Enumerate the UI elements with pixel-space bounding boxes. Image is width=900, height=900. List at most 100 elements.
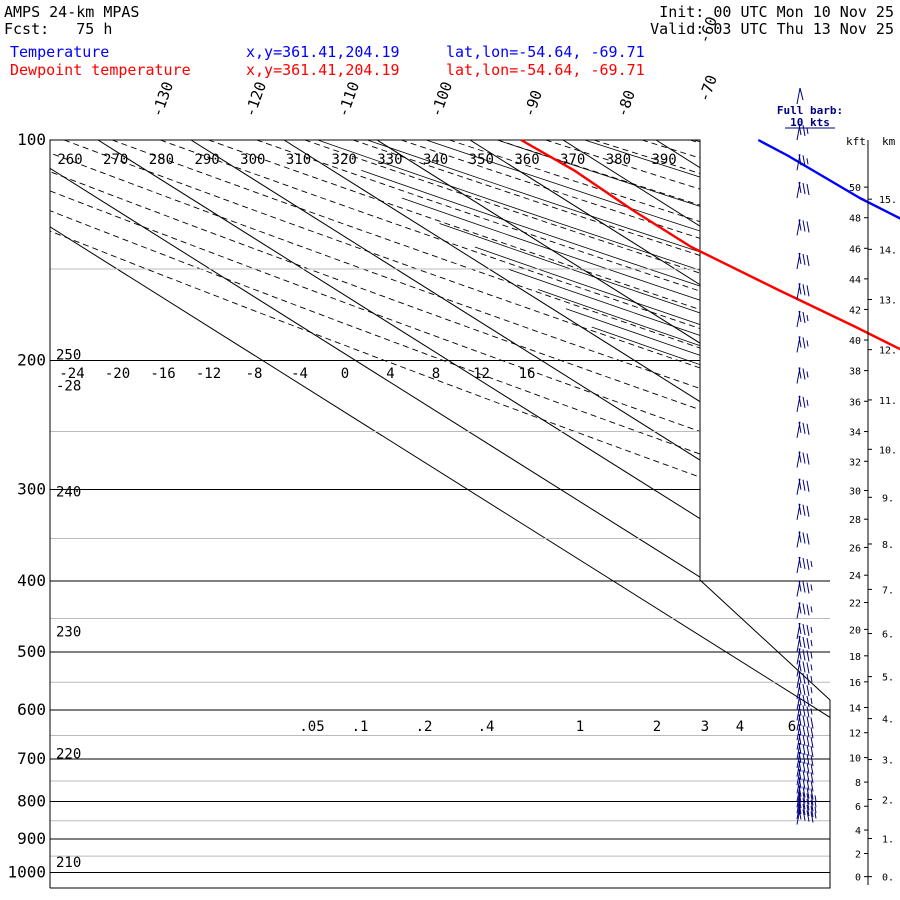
wind-barb-flag (798, 742, 802, 755)
kft-label: 28 (849, 515, 861, 526)
wind-barb-flag (802, 734, 806, 746)
wind-barb-flag (806, 685, 810, 697)
legend-temperature-xy: x,y=361.41,204.19 (246, 43, 400, 61)
km-label: 11. (879, 396, 897, 407)
wind-barb-flag (802, 623, 806, 636)
wind-barb (796, 421, 810, 438)
wind-barb-flag (806, 744, 810, 757)
wind-barb-flag (802, 182, 806, 195)
dry-adiabat-line (50, 140, 830, 888)
pressure-tick-label: 400 (17, 571, 46, 590)
dry-adiabat-line (50, 140, 830, 888)
wind-barb-flag (806, 810, 810, 822)
wind-barb-half (806, 340, 809, 347)
km-label: 8. (882, 540, 894, 551)
wind-barb-flag (802, 155, 806, 167)
wind-barb-half (810, 584, 813, 591)
theta-label: 290 (194, 152, 219, 168)
wind-barb-half (810, 652, 813, 659)
wind-barb-flag (806, 799, 810, 811)
left-theta-label: 250 (56, 348, 81, 364)
mixing-ratio-label: 1 (576, 719, 584, 735)
km-label: 0. (882, 873, 894, 884)
wind-barb (796, 602, 813, 619)
wind-barb (796, 802, 817, 819)
wind-barb (796, 635, 813, 653)
wind-barb-flag (798, 724, 802, 736)
wind-barb-flag (802, 504, 806, 516)
wind-barb-flag (798, 336, 802, 348)
wind-barb-flag (806, 735, 810, 747)
wind-barb-flag (806, 423, 810, 435)
wind-barb-flag (810, 736, 814, 748)
wind-barb-flag (806, 706, 810, 718)
wind-barb-flag (806, 804, 810, 816)
mixing-ratio-label: 4 (736, 719, 744, 735)
wind-barb-half (810, 560, 813, 568)
km-label: 5. (882, 673, 894, 684)
theta-label: 320 (332, 152, 357, 168)
dry-adiabat-line (50, 140, 830, 888)
sounding-series (520, 138, 900, 351)
wind-barb-flag (798, 252, 802, 265)
isotherm-line (50, 140, 830, 888)
wind-barb-flag (806, 453, 810, 465)
wind-barb-flag (802, 792, 806, 804)
kft-label: 40 (849, 336, 861, 347)
wind-barb-flag (802, 581, 806, 593)
theta-e-label: -12 (196, 366, 221, 382)
dry-adiabat-line (304, 140, 830, 888)
wind-barb-flag (798, 602, 802, 614)
theta-label: 350 (469, 152, 494, 168)
mixing-ratio-label: .05 (299, 719, 324, 735)
wind-barb-flag (810, 788, 814, 800)
wind-barb (796, 531, 810, 548)
height-kft-unit: kft (846, 135, 866, 148)
wind-barb-flag (798, 802, 802, 814)
wind-barb-flag (806, 716, 810, 728)
wind-barb-flag (798, 693, 802, 706)
wind-barb-flag (806, 221, 810, 233)
dry-adiabat-line (738, 140, 830, 888)
wind-barb-flag (806, 505, 810, 517)
wind-barb (796, 777, 814, 794)
theta-e-label: 4 (386, 366, 394, 382)
moist-adiabat-line (426, 140, 830, 873)
kft-label: 2 (855, 850, 861, 861)
chart-frame (49, 139, 831, 889)
wind-barb-flag (802, 798, 806, 810)
theta-label: 260 (57, 152, 82, 168)
moist-adiabat-line (361, 169, 830, 873)
valid-time: Valid: 03 UTC Thu 13 Nov 25 (650, 20, 894, 38)
wind-barb-flag (806, 726, 810, 738)
wind-barb-flag (802, 761, 806, 773)
wind-barb (796, 769, 814, 786)
wind-barb-flag (802, 337, 806, 349)
legend-dewpoint-latlon: lat,lon=-54.64, -69.71 (446, 61, 645, 79)
wind-barb-half (810, 687, 813, 694)
wind-barb-half (810, 626, 813, 634)
wind-barb-flag (798, 777, 802, 789)
wind-barb-flag (798, 451, 802, 463)
km-label: 12. (879, 346, 897, 357)
kft-label: 20 (849, 625, 861, 636)
km-label: 4. (882, 715, 894, 726)
wind-barb (796, 660, 813, 677)
wind-barb (796, 808, 817, 825)
legend-dewpoint-xy: x,y=361.41,204.19 (246, 61, 400, 79)
mixing-ratio-label: .2 (416, 719, 433, 735)
wind-barb-flag (798, 219, 802, 231)
series-line (757, 138, 900, 220)
moist-adiabat-line (439, 223, 830, 873)
wind-barb-flag (810, 763, 814, 775)
wind-barb-flag (798, 785, 802, 797)
wind-barb-half (806, 127, 809, 135)
moist-adiabat-line (693, 140, 830, 873)
mixing-ratio-label: 6 (788, 719, 796, 735)
wind-barb-flag (802, 661, 806, 673)
wind-barb-flag (802, 636, 806, 649)
wind-barb (796, 760, 814, 777)
wind-barb-flag (802, 752, 806, 765)
wind-barb-flag (802, 743, 806, 756)
pressure-tick-label: 700 (17, 749, 46, 768)
